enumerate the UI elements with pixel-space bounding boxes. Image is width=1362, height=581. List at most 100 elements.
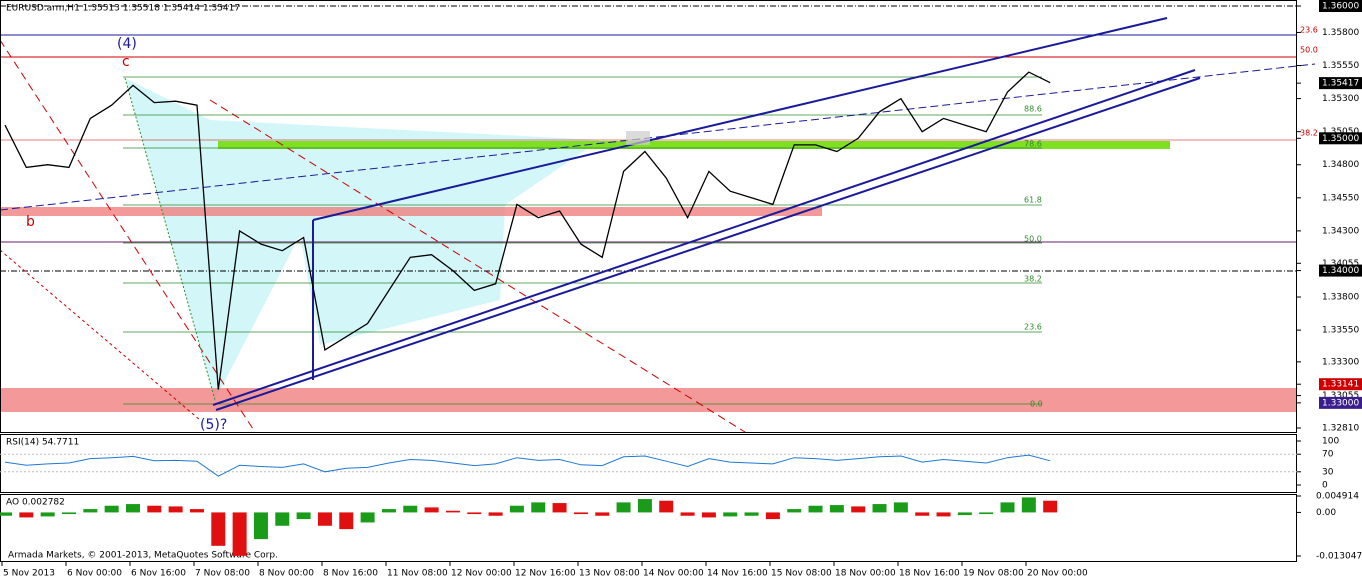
time-label: 6 Nov 00:00 — [67, 569, 122, 579]
ao-bar — [488, 512, 503, 516]
ao-bar — [445, 510, 460, 513]
rsi-tick-label: 0 — [1322, 481, 1328, 491]
price-label: 1.36000 — [1322, 2, 1359, 12]
fib-label: 23.6 — [1300, 26, 1318, 35]
price-tag — [1319, 378, 1362, 391]
ao-bar — [40, 512, 55, 517]
ao-bar — [573, 512, 588, 515]
time-label: 13 Nov 08:00 — [579, 569, 640, 579]
ao-bar — [125, 504, 140, 513]
fib-label: 38.2 — [1300, 129, 1318, 138]
wave-label: c — [122, 54, 130, 70]
price-label: 1.34800 — [1322, 160, 1359, 170]
ao-bar — [1043, 500, 1058, 513]
ao-bar — [531, 502, 546, 513]
time-label: 5 Nov 2013 — [3, 569, 55, 579]
ao-bar — [787, 509, 802, 513]
fib-lines — [123, 76, 1042, 405]
chart-header: EURUSD.arm,H1 1.35513 1.35518 1.35414 1.… — [6, 4, 240, 14]
footer: Armada Markets, © 2001-2013, MetaQuotes … — [8, 551, 278, 561]
price-label: 1.34300 — [1322, 226, 1359, 236]
ao-bar — [0, 512, 12, 516]
wave-label: (5)? — [200, 417, 227, 433]
price-label: 1.35050 — [1322, 127, 1359, 137]
ao-bar — [381, 509, 396, 513]
time-label: 14 Nov 00:00 — [643, 569, 704, 579]
ao-bar — [851, 506, 866, 513]
fib-label: 88.6 — [1024, 105, 1042, 114]
price-tag — [1319, 264, 1362, 277]
price-tag — [1319, 132, 1362, 145]
ao-bar — [509, 505, 524, 513]
fib-zone — [218, 141, 1170, 149]
ao-bar — [872, 504, 887, 513]
ao-bar — [168, 506, 183, 513]
marker-box — [626, 131, 650, 145]
ao-bar — [637, 499, 652, 513]
ao-bar — [1000, 502, 1015, 513]
panel-borders — [0, 0, 1297, 562]
ao-tick-label: 0.004914 — [1316, 492, 1359, 502]
wave-label: (4) — [117, 36, 137, 52]
price-tag — [1319, 0, 1362, 12]
time-label: 15 Nov 08:00 — [771, 569, 832, 579]
ao-bar — [701, 512, 716, 518]
price-label: 1.34000 — [1322, 266, 1359, 276]
ao-bar — [275, 512, 290, 526]
ao-bar — [915, 512, 930, 516]
ao-bar — [83, 509, 98, 513]
ao-bar — [957, 512, 972, 516]
ao-tick-label: 0.00 — [1316, 508, 1336, 518]
ao-bar — [595, 512, 610, 516]
ao-title: AO 0.002782 — [6, 498, 65, 508]
time-label: 8 Nov 00:00 — [259, 569, 314, 579]
ao-bar — [893, 502, 908, 513]
time-label: 11 Nov 08:00 — [387, 569, 448, 579]
price-label: 1.35800 — [1322, 28, 1359, 38]
ao-bar — [744, 512, 759, 516]
trend-lines — [0, 17, 1316, 433]
ao-bar — [936, 512, 951, 517]
ao-bar — [104, 505, 119, 513]
ao-bar — [189, 509, 204, 513]
fib-label: 38.2 — [1024, 275, 1042, 284]
time-label: 19 Nov 08:00 — [963, 569, 1024, 579]
ao-bar — [616, 502, 631, 513]
time-label: 14 Nov 16:00 — [707, 569, 768, 579]
price-label: 1.35550 — [1322, 61, 1359, 71]
time-label: 18 Nov 16:00 — [899, 569, 960, 579]
ao-bar — [232, 512, 247, 556]
price-label: 1.35300 — [1322, 94, 1359, 104]
price-label: 1.34550 — [1322, 193, 1359, 203]
ao-bar — [723, 512, 738, 517]
rsi-line — [4, 454, 1051, 477]
price-label: 1.33300 — [1322, 357, 1359, 367]
ao-bar — [317, 512, 332, 526]
pattern-area — [125, 78, 600, 400]
wave-label: b — [26, 214, 35, 230]
price-label: 1.35000 — [1322, 134, 1359, 144]
ao-bar — [339, 512, 354, 530]
ao-bar — [424, 507, 439, 513]
ao-bar — [659, 500, 674, 513]
time-label: 8 Nov 16:00 — [323, 569, 378, 579]
fib-label: 0.0 — [1030, 400, 1043, 409]
ao-bar — [467, 512, 482, 515]
ao-tick-label: -0.013047 — [1316, 552, 1362, 562]
ao-bar — [253, 512, 268, 540]
price-label: 1.33550 — [1322, 326, 1359, 336]
ao-bar — [829, 505, 844, 513]
ao-bar — [765, 512, 780, 520]
time-label: 6 Nov 16:00 — [131, 569, 186, 579]
time-label: 12 Nov 00:00 — [451, 569, 512, 579]
time-label: 7 Nov 08:00 — [195, 569, 250, 579]
rsi-tick-label: 100 — [1322, 437, 1339, 447]
time-label: 18 Nov 00:00 — [835, 569, 896, 579]
ao-bar — [680, 512, 695, 516]
price-label: 1.33800 — [1322, 293, 1359, 303]
ao-bar — [211, 512, 226, 546]
time-label: 20 Nov 00:00 — [1027, 569, 1088, 579]
price-line — [4, 71, 1051, 390]
